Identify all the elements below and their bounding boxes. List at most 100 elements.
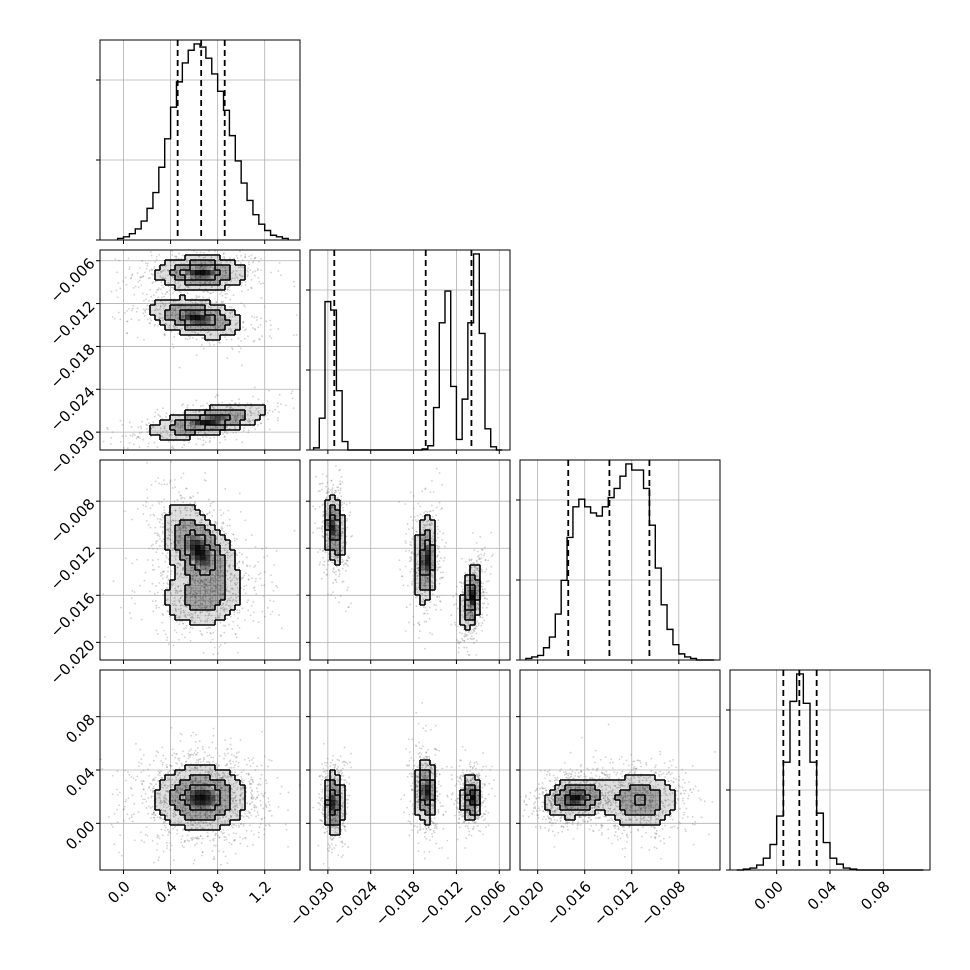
density-cell (215, 595, 221, 601)
sample-point (222, 300, 224, 303)
sample-point (128, 817, 131, 820)
sample-point (227, 509, 230, 512)
sample-point (215, 775, 217, 778)
sample-point (220, 570, 223, 573)
sample-point (185, 786, 188, 789)
sample-point (180, 321, 183, 323)
sample-point (210, 333, 213, 335)
density-cell (210, 405, 216, 411)
density-cell (190, 300, 196, 306)
sample-point (143, 315, 146, 317)
sample-point (187, 421, 190, 424)
sample-point (200, 518, 203, 521)
sample-point (184, 808, 187, 811)
sample-point (167, 777, 169, 780)
sample-point (185, 557, 188, 560)
sample-point (163, 498, 166, 501)
sample-point (164, 826, 167, 829)
sample-point (247, 431, 250, 434)
x-tick-label: 0.00 (751, 878, 787, 914)
sample-point (266, 418, 269, 421)
sample-point (240, 775, 243, 778)
density-cell (210, 540, 216, 546)
density-cell (220, 320, 226, 326)
sample-point (230, 783, 233, 786)
density-cell (210, 265, 216, 271)
density-cell (175, 515, 181, 521)
sample-point (164, 758, 167, 760)
sample-point (199, 251, 202, 254)
density-cell (180, 555, 186, 561)
sample-point (174, 826, 177, 829)
sample-point (142, 788, 145, 791)
sample-point (206, 340, 209, 343)
sample-point (175, 589, 178, 592)
sample-point (195, 811, 198, 814)
density-cell (190, 515, 196, 521)
density-cell (215, 415, 221, 421)
sample-point (260, 269, 263, 272)
sample-point (227, 817, 230, 820)
sample-point (193, 767, 196, 769)
sample-point (223, 532, 226, 535)
sample-point (165, 416, 167, 418)
sample-point (212, 580, 215, 583)
density-cell (165, 280, 171, 286)
sample-point (216, 573, 219, 576)
sample-point (173, 815, 176, 818)
joint-panel-0-1: −0.030−0.024−0.018−0.012−0.006 (47, 249, 301, 478)
density-cell (205, 610, 211, 616)
sample-point (263, 816, 266, 819)
sample-point (169, 264, 172, 267)
sample-point (168, 770, 171, 773)
sample-point (182, 622, 185, 625)
sample-point (203, 578, 206, 581)
sample-point (237, 651, 239, 654)
density-cell (175, 590, 181, 596)
sample-point (248, 565, 251, 567)
sample-point (145, 807, 148, 809)
sample-point (208, 770, 211, 773)
sample-point (208, 815, 211, 818)
sample-point (177, 820, 179, 823)
sample-point (203, 580, 205, 583)
density-cell (210, 530, 216, 536)
sample-point (213, 589, 216, 592)
sample-point (165, 801, 167, 804)
sample-point (231, 311, 233, 314)
sample-point (218, 836, 221, 839)
sample-point (268, 428, 271, 431)
sample-point (164, 794, 167, 797)
sample-point (219, 571, 222, 574)
sample-point (153, 779, 156, 782)
density-cell (175, 505, 181, 511)
density-cell (185, 515, 191, 521)
sample-point (156, 836, 159, 839)
sample-point (142, 754, 145, 756)
sample-point (183, 840, 186, 842)
sample-point (158, 537, 161, 540)
sample-point (180, 291, 182, 294)
sample-point (195, 301, 197, 304)
sample-point (172, 286, 175, 289)
sample-point (209, 439, 211, 442)
sample-point (232, 791, 235, 794)
sample-point (250, 254, 253, 257)
sample-point (179, 537, 182, 540)
sample-point (167, 570, 169, 573)
sample-point (180, 589, 182, 592)
density-cell (195, 300, 201, 306)
sample-point (193, 582, 196, 584)
sample-point (215, 523, 217, 526)
sample-point (163, 334, 166, 337)
density-cell (195, 590, 201, 596)
sample-point (178, 541, 181, 544)
sample-point (195, 575, 198, 577)
sample-point (257, 398, 260, 401)
sample-point (137, 319, 140, 321)
sample-point (162, 570, 164, 573)
sample-point (191, 595, 194, 598)
density-cell (170, 805, 176, 811)
sample-point (228, 328, 230, 330)
sample-point (209, 626, 212, 629)
